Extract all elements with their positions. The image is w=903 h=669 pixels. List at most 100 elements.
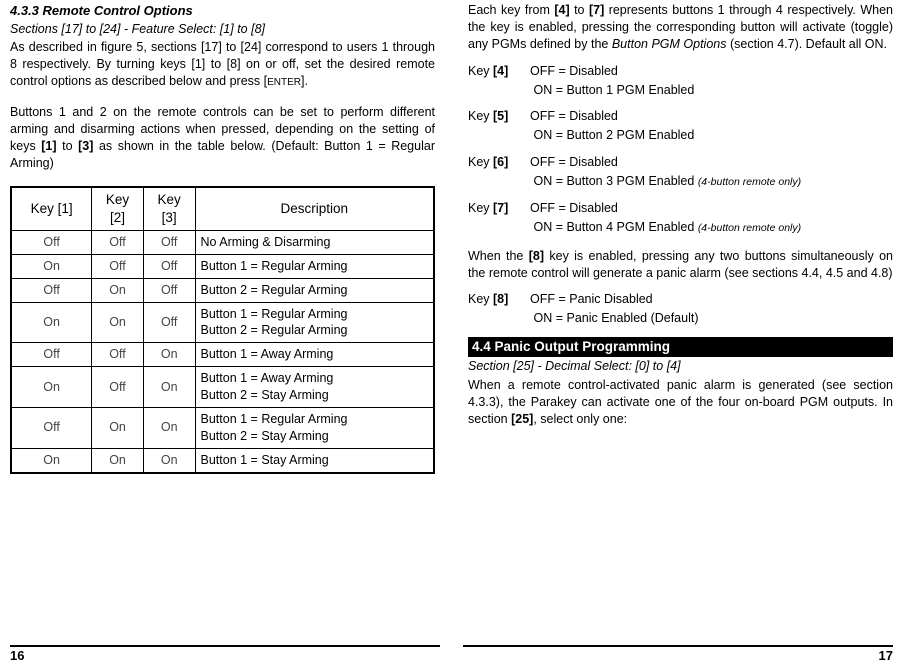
section-25-ref: [25] xyxy=(511,412,533,426)
col-key1: Key [1] xyxy=(11,187,92,231)
text: When the xyxy=(468,249,529,263)
key-on: ON = Button 4 PGM Enabled (4-button remo… xyxy=(530,219,893,236)
table-cell-desc: Button 1 = Away ArmingButton 2 = Stay Ar… xyxy=(195,367,434,408)
key-row: ON = Button 2 PGM Enabled xyxy=(468,127,893,144)
text: to xyxy=(57,139,79,153)
table-cell: On xyxy=(143,448,195,472)
key-label: Key [4] xyxy=(468,63,530,80)
table-cell-desc: Button 2 = Regular Arming xyxy=(195,278,434,302)
key-row: Key [4]OFF = Disabled xyxy=(468,63,893,80)
col-desc: Description xyxy=(195,187,434,231)
note: (4-button remote only) xyxy=(698,176,801,188)
table-cell: On xyxy=(143,343,195,367)
page-left: 4.3.3 Remote Control Options Sections [1… xyxy=(0,0,445,474)
key-8-bold: [8] xyxy=(493,292,508,306)
table-row: OnOnOnButton 1 = Stay Arming xyxy=(11,448,434,472)
table-row: OffOnOffButton 2 = Regular Arming xyxy=(11,278,434,302)
key-1-ref: [1] xyxy=(41,139,56,153)
table-cell: Off xyxy=(143,278,195,302)
table-cell: Off xyxy=(11,407,92,448)
section-sub: Section [25] - Decimal Select: [0] to [4… xyxy=(468,358,893,375)
key-row: ON = Panic Enabled (Default) xyxy=(468,310,893,327)
para-keys-4-7: Each key from [4] to [7] represents butt… xyxy=(468,2,893,53)
table-cell: On xyxy=(11,302,92,343)
table-cell-desc: Button 1 = Regular ArmingButton 2 = Regu… xyxy=(195,302,434,343)
text: Key [1] xyxy=(31,200,73,218)
table-cell: Off xyxy=(92,254,144,278)
key-off: OFF = Disabled xyxy=(530,154,893,171)
table-cell: Off xyxy=(92,343,144,367)
text: , select only one: xyxy=(533,412,627,426)
col-key3: Key[3] xyxy=(143,187,195,231)
table-row: OnOnOffButton 1 = Regular ArmingButton 2… xyxy=(11,302,434,343)
section-panic-output: 4.4 Panic Output Programming xyxy=(468,337,893,357)
key-8-block: Key [8] OFF = Panic Disabled ON = Panic … xyxy=(468,291,893,327)
text: (section 4.7). Default all ON. xyxy=(726,37,886,51)
table-body: OffOffOffNo Arming & DisarmingOnOffOffBu… xyxy=(11,230,434,472)
table-cell-desc: No Arming & Disarming xyxy=(195,230,434,254)
spacer xyxy=(468,127,530,144)
note: (4-button remote only) xyxy=(698,222,801,234)
key-row: Key [6]OFF = Disabled xyxy=(468,154,893,171)
table-cell: On xyxy=(143,367,195,408)
key-label: Key [7] xyxy=(468,200,530,217)
key-row: ON = Button 1 PGM Enabled xyxy=(468,82,893,99)
table-cell: Off xyxy=(92,367,144,408)
key-3-ref: [3] xyxy=(78,139,93,153)
key-4-ref: [4] xyxy=(554,3,569,17)
para-intro: As described in figure 5, sections [17] … xyxy=(10,39,435,90)
spacer xyxy=(468,82,530,99)
key-on: ON = Panic Enabled (Default) xyxy=(530,310,893,327)
key-block: Key [6]OFF = Disabled ON = Button 3 PGM … xyxy=(468,154,893,190)
col-key2: Key[2] xyxy=(92,187,144,231)
table-cell: Off xyxy=(92,230,144,254)
table-cell-desc: Button 1 = Regular Arming xyxy=(195,254,434,278)
footer-rule-left xyxy=(10,645,440,647)
key-row: ON = Button 4 PGM Enabled (4-button remo… xyxy=(468,219,893,236)
table-row: OffOffOffNo Arming & Disarming xyxy=(11,230,434,254)
key-on: ON = Button 1 PGM Enabled xyxy=(530,82,893,99)
text: ON = Panic Enabled (Default) xyxy=(533,311,698,325)
subheading-sections: Sections [17] to [24] - Feature Select: … xyxy=(10,21,435,38)
key-block: Key [7]OFF = Disabled ON = Button 4 PGM … xyxy=(468,200,893,236)
table-cell: On xyxy=(92,278,144,302)
table-cell: Off xyxy=(143,254,195,278)
table-cell-desc: Button 1 = Regular ArmingButton 2 = Stay… xyxy=(195,407,434,448)
key-label: Key [6] xyxy=(468,154,530,171)
table-cell-desc: Button 1 = Stay Arming xyxy=(195,448,434,472)
button-pgm-options-ref: Button PGM Options xyxy=(612,37,727,51)
table-cell: On xyxy=(143,407,195,448)
key-definitions: Key [4]OFF = Disabled ON = Button 1 PGM … xyxy=(468,63,893,236)
table-cell: On xyxy=(11,254,92,278)
text: ]. xyxy=(301,74,308,88)
key-on: ON = Button 2 PGM Enabled xyxy=(530,127,893,144)
table-cell: Off xyxy=(11,230,92,254)
key-block: Key [4]OFF = Disabled ON = Button 1 PGM … xyxy=(468,63,893,99)
table-header-row: Key [1] Key[2] Key[3] Description xyxy=(11,187,434,231)
table-row: OnOffOnButton 1 = Away ArmingButton 2 = … xyxy=(11,367,434,408)
key-off: OFF = Disabled xyxy=(530,63,893,80)
text: Key xyxy=(468,292,493,306)
key-label: Key [5] xyxy=(468,108,530,125)
footer-rule-right xyxy=(463,645,893,647)
table-cell: On xyxy=(11,448,92,472)
spacer xyxy=(468,173,530,190)
text: to xyxy=(570,3,589,17)
key-off: OFF = Disabled xyxy=(530,200,893,217)
table-cell: On xyxy=(92,302,144,343)
table-cell: On xyxy=(92,407,144,448)
table-cell: Off xyxy=(143,302,195,343)
key-on: ON = Button 3 PGM Enabled (4-button remo… xyxy=(530,173,893,190)
key-row: Key [5]OFF = Disabled xyxy=(468,108,893,125)
text: As described in figure 5, sections [17] … xyxy=(10,40,435,88)
table-cell: On xyxy=(11,367,92,408)
para-key8: When the [8] key is enabled, pressing an… xyxy=(468,248,893,282)
table-row: OffOnOnButton 1 = Regular ArmingButton 2… xyxy=(11,407,434,448)
table-cell: Off xyxy=(11,343,92,367)
spacer xyxy=(468,310,530,327)
heading-remote-control-options: 4.3.3 Remote Control Options xyxy=(10,2,435,20)
arming-table: Key [1] Key[2] Key[3] Description OffOff… xyxy=(10,186,435,474)
text: Each key from xyxy=(468,3,554,17)
table-row: OffOffOnButton 1 = Away Arming xyxy=(11,343,434,367)
key-label: Key [8] xyxy=(468,291,530,308)
